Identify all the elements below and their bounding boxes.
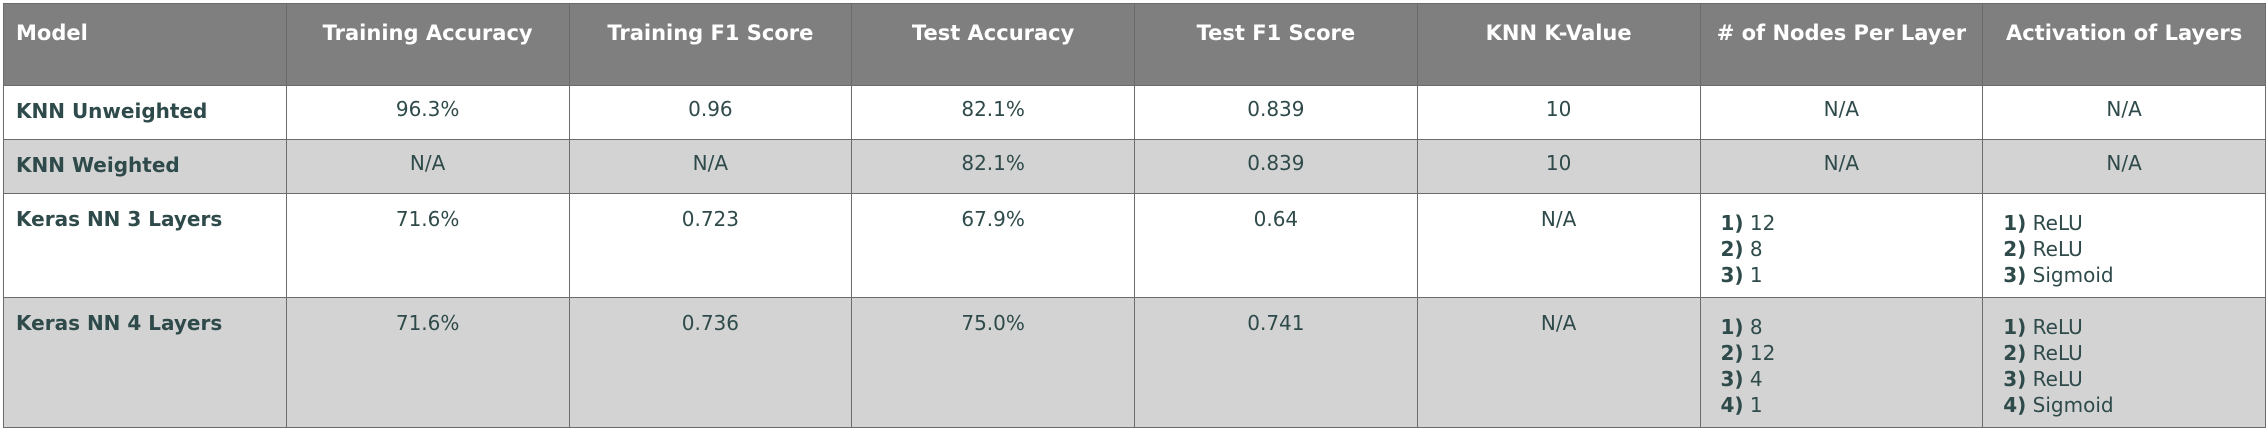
list-item: 2) 12 [1721, 340, 1971, 366]
list-item-value: 4 [1749, 367, 1763, 391]
cell-nodes: 1) 8 2) 12 3) 4 4) 1 [1699, 297, 1984, 428]
list-item-value: ReLU [2032, 367, 2083, 391]
table-row: Keras NN 4 Layers 71.6% 0.736 75.0% 0.74… [3, 297, 2266, 428]
header-training-accuracy: Training Accuracy [285, 3, 570, 86]
list-item: 1) ReLU [2003, 210, 2253, 236]
list-item-number: 1) [2003, 315, 2027, 339]
list-item-value: 1 [1749, 393, 1763, 417]
list-item: 3) 4 [1721, 366, 1971, 392]
list-item-number: 1) [1720, 211, 1744, 235]
list-item-value: ReLU [2032, 237, 2083, 261]
list-item-number: 3) [2003, 367, 2027, 391]
list-item: 1) 12 [1721, 210, 1971, 236]
cell-nodes: N/A [1699, 85, 1984, 140]
cell-activation: 1) ReLU 2) ReLU 3) Sigmoid [1982, 193, 2266, 298]
cell-activation: N/A [1982, 85, 2266, 140]
list-item-number: 3) [1720, 367, 1744, 391]
cell-activation: 1) ReLU 2) ReLU 3) ReLU 4) Sigmoid [1982, 297, 2266, 428]
cell-training-accuracy: N/A [285, 139, 570, 194]
header-nodes-per-layer: # of Nodes Per Layer [1699, 3, 1984, 86]
list-item: 2) ReLU [2003, 340, 2253, 366]
list-item-number: 2) [1720, 341, 1744, 365]
list-item-number: 2) [2003, 341, 2027, 365]
list-item: 2) ReLU [2003, 236, 2253, 262]
cell-model: KNN Weighted [3, 139, 287, 194]
header-row: Model Training Accuracy Training F1 Scor… [3, 3, 2266, 86]
list-item-number: 2) [2003, 237, 2027, 261]
list-item-number: 3) [2003, 263, 2027, 287]
list-item: 3) Sigmoid [2003, 262, 2253, 288]
list-item: 3) ReLU [2003, 366, 2253, 392]
list-item-value: Sigmoid [2032, 393, 2114, 417]
nodes-list: 1) 12 2) 8 3) 1 [1721, 206, 1971, 288]
list-item-value: ReLU [2032, 341, 2083, 365]
header-test-accuracy: Test Accuracy [851, 3, 1135, 86]
list-item-value: 8 [1749, 237, 1763, 261]
list-item: 2) 8 [1721, 236, 1971, 262]
list-item: 1) ReLU [2003, 314, 2253, 340]
cell-model: KNN Unweighted [3, 85, 287, 140]
cell-test-accuracy: 67.9% [851, 193, 1135, 298]
list-item: 1) 8 [1721, 314, 1971, 340]
list-item-value: 1 [1749, 263, 1763, 287]
table-row: KNN Weighted N/A N/A 82.1% 0.839 10 N/A … [3, 139, 2266, 194]
cell-training-f1: 0.96 [568, 85, 853, 140]
model-comparison-table: Model Training Accuracy Training F1 Scor… [3, 3, 2266, 428]
list-item: 4) 1 [1721, 392, 1971, 418]
nodes-list: 1) 8 2) 12 3) 4 4) 1 [1721, 310, 1971, 418]
cell-test-accuracy: 82.1% [851, 139, 1135, 194]
activation-list: 1) ReLU 2) ReLU 3) Sigmoid [2003, 206, 2253, 288]
list-item-value: Sigmoid [2032, 263, 2114, 287]
cell-training-accuracy: 71.6% [285, 297, 570, 428]
list-item-value: 8 [1749, 315, 1763, 339]
header-knn-k: KNN K-Value [1416, 3, 1701, 86]
cell-test-accuracy: 75.0% [851, 297, 1135, 428]
cell-training-accuracy: 96.3% [285, 85, 570, 140]
cell-test-f1: 0.839 [1134, 139, 1418, 194]
cell-knn-k: N/A [1416, 297, 1701, 428]
list-item-value: ReLU [2032, 315, 2083, 339]
cell-nodes: N/A [1699, 139, 1984, 194]
cell-test-accuracy: 82.1% [851, 85, 1135, 140]
cell-training-f1: 0.736 [568, 297, 853, 428]
header-model: Model [3, 3, 287, 86]
header-training-f1: Training F1 Score [568, 3, 853, 86]
list-item-number: 1) [1720, 315, 1744, 339]
cell-test-f1: 0.839 [1134, 85, 1418, 140]
cell-training-f1: N/A [568, 139, 853, 194]
activation-list: 1) ReLU 2) ReLU 3) ReLU 4) Sigmoid [2003, 310, 2253, 418]
cell-knn-k: 10 [1416, 85, 1701, 140]
list-item: 3) 1 [1721, 262, 1971, 288]
list-item-value: ReLU [2032, 211, 2083, 235]
header-activation: Activation of Layers [1982, 3, 2266, 86]
cell-training-accuracy: 71.6% [285, 193, 570, 298]
cell-test-f1: 0.741 [1134, 297, 1418, 428]
list-item-number: 4) [2003, 393, 2027, 417]
cell-knn-k: 10 [1416, 139, 1701, 194]
list-item: 4) Sigmoid [2003, 392, 2253, 418]
cell-model: Keras NN 4 Layers [3, 297, 287, 428]
cell-training-f1: 0.723 [568, 193, 853, 298]
cell-nodes: 1) 12 2) 8 3) 1 [1699, 193, 1984, 298]
cell-activation: N/A [1982, 139, 2266, 194]
table-row: Keras NN 3 Layers 71.6% 0.723 67.9% 0.64… [3, 193, 2266, 298]
table-row: KNN Unweighted 96.3% 0.96 82.1% 0.839 10… [3, 85, 2266, 140]
header-test-f1: Test F1 Score [1134, 3, 1418, 86]
list-item-number: 4) [1720, 393, 1744, 417]
list-item-value: 12 [1749, 211, 1776, 235]
list-item-number: 3) [1720, 263, 1744, 287]
list-item-number: 1) [2003, 211, 2027, 235]
cell-knn-k: N/A [1416, 193, 1701, 298]
cell-model: Keras NN 3 Layers [3, 193, 287, 298]
list-item-number: 2) [1720, 237, 1744, 261]
cell-test-f1: 0.64 [1134, 193, 1418, 298]
list-item-value: 12 [1749, 341, 1776, 365]
